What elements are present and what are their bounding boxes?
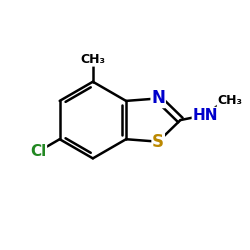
- Text: HN: HN: [192, 108, 218, 122]
- Text: CH₃: CH₃: [80, 53, 105, 66]
- Text: N: N: [151, 90, 165, 108]
- Text: CH₃: CH₃: [218, 94, 242, 107]
- Text: S: S: [152, 133, 164, 151]
- Text: Cl: Cl: [30, 144, 46, 159]
